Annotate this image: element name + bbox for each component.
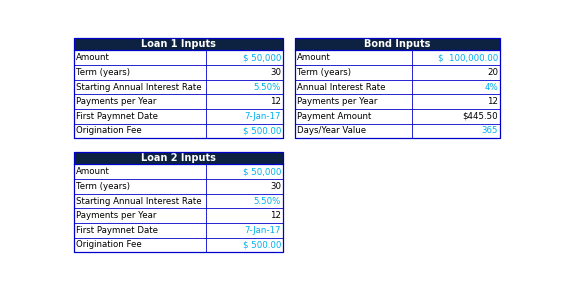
Text: Bond Inputs: Bond Inputs (365, 39, 431, 49)
Text: Amount: Amount (76, 167, 110, 176)
Bar (74, 208, 283, 223)
Text: First Paymnet Date: First Paymnet Date (76, 226, 158, 235)
Text: 20: 20 (487, 68, 498, 77)
Text: 12: 12 (270, 211, 281, 220)
Text: 30: 30 (270, 182, 281, 191)
Text: Starting Annual Interest Rate: Starting Annual Interest Rate (76, 83, 202, 92)
Bar (295, 109, 500, 124)
Text: Term (years): Term (years) (76, 68, 130, 77)
Bar (74, 94, 283, 109)
Bar (74, 80, 283, 94)
Bar (74, 65, 283, 80)
Text: 4%: 4% (484, 83, 498, 92)
Bar (74, 223, 283, 238)
Text: Annual Interest Rate: Annual Interest Rate (297, 83, 386, 92)
Text: $ 500.00: $ 500.00 (242, 241, 281, 249)
Bar (295, 65, 500, 80)
Text: Payment Amount: Payment Amount (297, 112, 371, 121)
Text: $ 50,000: $ 50,000 (242, 167, 281, 176)
Text: $  100,000.00: $ 100,000.00 (438, 53, 498, 62)
Text: Days/Year Value: Days/Year Value (297, 126, 366, 136)
Text: $445.50: $445.50 (462, 112, 498, 121)
Bar (295, 51, 500, 65)
Text: Origination Fee: Origination Fee (76, 126, 142, 136)
Text: First Paymnet Date: First Paymnet Date (76, 112, 158, 121)
Bar (74, 194, 283, 208)
Text: Payments per Year: Payments per Year (76, 211, 157, 220)
Bar (74, 109, 283, 124)
Bar (74, 38, 283, 138)
Bar (74, 179, 283, 194)
Bar (74, 164, 283, 179)
Bar (295, 38, 500, 138)
Bar (295, 80, 500, 94)
Text: $ 500.00: $ 500.00 (242, 126, 281, 136)
Bar (74, 152, 283, 164)
Text: Payments per Year: Payments per Year (76, 97, 157, 106)
Bar (295, 94, 500, 109)
Bar (295, 124, 500, 138)
Text: 30: 30 (270, 68, 281, 77)
Text: 12: 12 (487, 97, 498, 106)
Text: Payments per Year: Payments per Year (297, 97, 378, 106)
Text: Loan 1 Inputs: Loan 1 Inputs (141, 39, 216, 49)
Text: 7-Jan-17: 7-Jan-17 (245, 226, 281, 235)
Bar (295, 38, 500, 51)
Bar (74, 152, 283, 252)
Text: 7-Jan-17: 7-Jan-17 (245, 112, 281, 121)
Bar (74, 38, 283, 51)
Text: Term (years): Term (years) (297, 68, 351, 77)
Text: Amount: Amount (76, 53, 110, 62)
Text: Starting Annual Interest Rate: Starting Annual Interest Rate (76, 196, 202, 206)
Text: Loan 2 Inputs: Loan 2 Inputs (141, 153, 216, 163)
Text: Origination Fee: Origination Fee (76, 241, 142, 249)
Text: 12: 12 (270, 97, 281, 106)
Text: Amount: Amount (297, 53, 331, 62)
Text: 365: 365 (481, 126, 498, 136)
Bar (74, 124, 283, 138)
Text: 5.50%: 5.50% (254, 196, 281, 206)
Text: $ 50,000: $ 50,000 (242, 53, 281, 62)
Bar (74, 238, 283, 252)
Text: 5.50%: 5.50% (254, 83, 281, 92)
Text: Term (years): Term (years) (76, 182, 130, 191)
Bar (74, 51, 283, 65)
